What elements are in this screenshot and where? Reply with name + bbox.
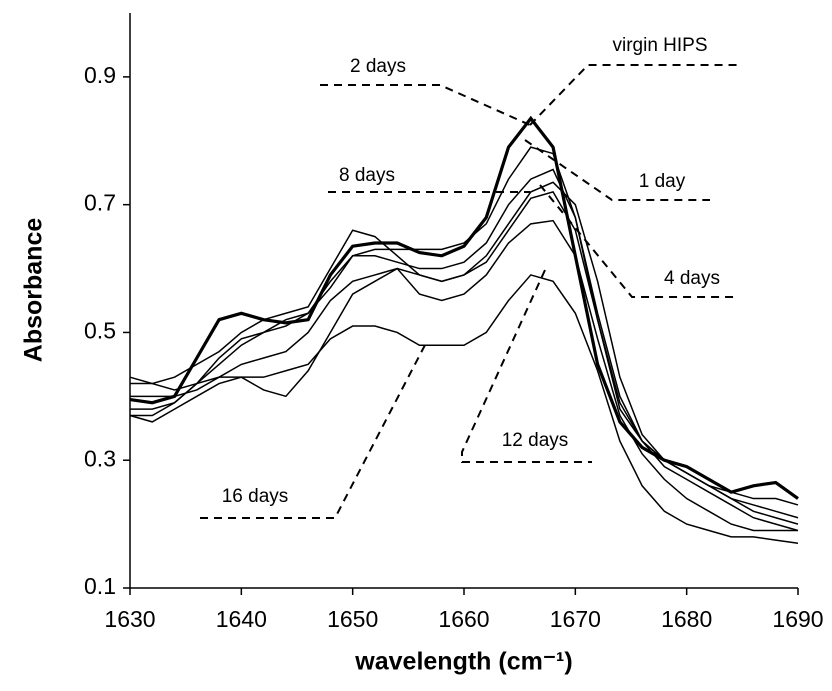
series-label: 12 days — [502, 430, 569, 451]
x-tick-label: 1690 — [772, 606, 823, 632]
callout-line — [461, 269, 592, 463]
series-line — [129, 115, 799, 500]
series-label: 16 days — [222, 486, 289, 507]
callout-line — [529, 64, 740, 126]
series-line — [129, 274, 799, 545]
callout-line — [539, 184, 735, 298]
x-tick-label: 1680 — [661, 606, 712, 632]
series-label: 2 days — [350, 56, 406, 77]
y-tick-label: 0.9 — [84, 62, 116, 88]
series-line — [130, 168, 799, 506]
series-label: virgin HIPS — [612, 35, 707, 56]
y-tick-label: 0.5 — [84, 318, 116, 344]
callout-line — [200, 344, 426, 519]
x-tick-label: 1660 — [438, 606, 489, 632]
x-tick-label: 1650 — [327, 606, 378, 632]
x-tick-label: 1640 — [216, 606, 267, 632]
x-axis-title: wavelength (cm⁻¹) — [354, 648, 572, 676]
series-line — [130, 191, 799, 532]
y-tick-label: 0.3 — [84, 445, 116, 471]
callout-line — [524, 139, 710, 201]
y-tick-label: 0.7 — [84, 190, 116, 216]
series-label: 8 days — [339, 165, 395, 186]
y-axis-title: Absorbance — [20, 218, 48, 363]
series-label: 1 day — [639, 171, 686, 192]
x-tick-label: 1630 — [104, 606, 155, 632]
x-tick-label: 1670 — [550, 606, 601, 632]
series-label: 4 days — [664, 268, 720, 289]
y-tick-label: 0.1 — [84, 573, 116, 599]
callout-line — [320, 84, 531, 126]
